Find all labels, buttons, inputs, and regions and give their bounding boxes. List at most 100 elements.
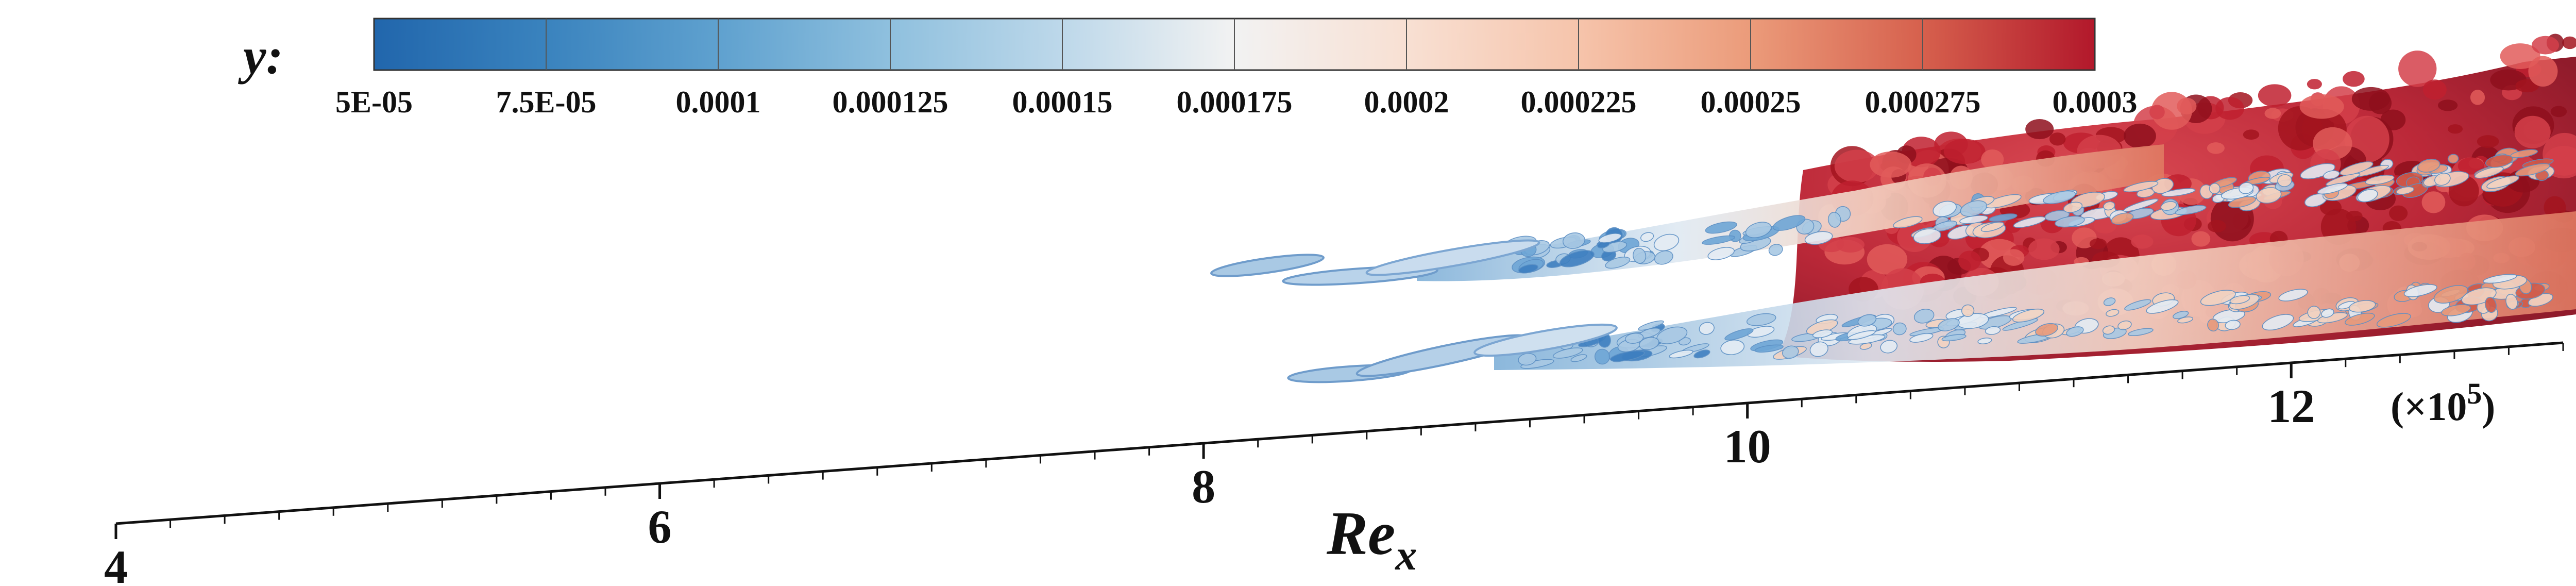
streak-fragment	[2433, 285, 2468, 304]
turbulent-blob	[2543, 132, 2576, 176]
streak-fragment	[2111, 212, 2134, 225]
streak-fragment	[1605, 257, 1631, 269]
streak-fragment	[2277, 174, 2292, 187]
streak-fragment	[2175, 205, 2207, 215]
streak-fragment	[2515, 163, 2550, 177]
turbulent-blob	[2025, 119, 2054, 140]
streak-fragment	[2300, 163, 2335, 179]
turbulent-blob	[2094, 217, 2117, 234]
streak-fragment	[1754, 344, 1784, 353]
axis-tick-label: 6	[648, 500, 672, 553]
streak-fragment	[2035, 323, 2058, 337]
colorbar-tick-labels: 5E-05 7.5E-05 0.0001 0.000125 0.00015 0.00017…	[335, 85, 2138, 119]
colorbar-tick-label: 0.0001	[676, 85, 761, 119]
turbulent-blob	[2470, 90, 2485, 105]
streak-fragment	[2323, 170, 2340, 180]
streak-fragment	[2117, 320, 2132, 330]
streak-fragment	[1933, 200, 1957, 217]
streak-fragment	[2486, 175, 2520, 189]
streak-fragment	[2012, 308, 2045, 323]
colorbar-tick-label: 0.00025	[1701, 85, 1801, 119]
streak-fragment	[1913, 228, 1941, 244]
streak-fragment	[1913, 308, 1935, 324]
streak-fragment	[2102, 325, 2115, 335]
turbulent-blob	[2207, 142, 2225, 154]
turbulent-blob	[2028, 238, 2060, 260]
turbulent-blob	[2532, 36, 2560, 55]
turbulent-blob	[2343, 71, 2365, 87]
turbulent-blob	[1836, 237, 1865, 253]
axis-ticks	[114, 343, 2564, 539]
streak-fragment	[1552, 347, 1583, 359]
streak-fragment	[1989, 213, 2018, 222]
streak-fragment	[1804, 231, 1833, 245]
vortex-structures	[1210, 34, 2576, 383]
streak-fragment	[1812, 329, 1833, 339]
streak-fragment	[1980, 222, 2005, 232]
turbulent-blob	[2550, 106, 2567, 118]
streak-fragment	[1977, 338, 1992, 344]
axis-line	[115, 341, 2564, 525]
streak-fragment	[1693, 349, 1710, 359]
turbulent-blob	[2258, 84, 2292, 107]
turbulent-blob	[2191, 231, 2211, 247]
streak-fragment	[2434, 173, 2451, 186]
streak-fragment	[1880, 340, 1898, 354]
streak-fragment	[1772, 215, 1806, 231]
streak-fragment	[1827, 212, 1841, 228]
turbulent-blob	[2458, 157, 2484, 175]
turbulent-blob	[2177, 97, 2197, 115]
streak-fragment	[2013, 216, 2046, 228]
streak-fragment	[2103, 297, 2116, 306]
streak-fragment	[1892, 322, 1907, 336]
streak-fragments	[1504, 147, 2555, 369]
streak-fragment	[1640, 232, 1654, 242]
axis-tick-label: 10	[1724, 420, 1771, 473]
streak-fragment	[2239, 182, 2254, 194]
streak-fragment	[1909, 333, 1934, 343]
turbulent-blob	[2351, 87, 2391, 111]
streak-fragment	[2103, 201, 2115, 211]
turbulent-blob	[2264, 108, 2281, 119]
turbulent-blob	[2307, 79, 2322, 90]
streak-fragment	[2357, 189, 2378, 203]
streak-fragment	[1707, 247, 1735, 260]
streak-fragment	[1594, 348, 1610, 365]
leading-structure-3	[1365, 239, 1540, 276]
streak-fragment	[1653, 233, 1680, 252]
streak-fragment	[2278, 289, 2308, 302]
colorbar-tick-label: 7.5E-05	[496, 85, 597, 119]
colorbar-variable-label: y:	[238, 27, 283, 85]
turbulent-blob	[2299, 94, 2344, 119]
streak-fragment	[2376, 313, 2411, 328]
streak-fragment	[2161, 188, 2196, 197]
streak-fragment	[1633, 247, 1647, 264]
streak-fragment	[2348, 300, 2376, 313]
streak-fragment	[1746, 313, 1776, 326]
streak-fragment	[2043, 190, 2076, 204]
streak-fragment	[2326, 173, 2361, 186]
colorbar-tick-label: 0.000175	[1177, 85, 1293, 119]
colorbar-tick-label: 5E-05	[335, 85, 413, 119]
streak-fragment	[1669, 349, 1693, 359]
streak-fragment	[1893, 216, 1923, 228]
colorbar-tick-label: 0.000225	[1521, 85, 1637, 119]
leading-structure-6	[1473, 323, 1618, 357]
turbulent-blob	[1867, 244, 1908, 275]
turbulent-blob	[2515, 79, 2539, 93]
streak-fragment	[1768, 244, 1783, 256]
streak-fragment	[1745, 222, 1772, 238]
colorbar-tick-label: 0.000275	[1865, 85, 1981, 119]
streak-fragment	[2403, 284, 2437, 297]
turbulent-blob	[2131, 235, 2154, 249]
streak-fragment	[2123, 198, 2159, 212]
turbulent-blob	[2389, 205, 2408, 221]
streak-fragment	[2307, 306, 2321, 319]
streak-fragment	[1570, 354, 1587, 362]
streak-fragment	[2160, 201, 2177, 211]
streak-fragment	[1782, 345, 1799, 359]
streak-fragment	[1638, 337, 1659, 350]
streak-fragment	[1624, 332, 1644, 344]
streak-fragment	[1598, 233, 1622, 243]
streak-fragment	[2484, 297, 2497, 313]
